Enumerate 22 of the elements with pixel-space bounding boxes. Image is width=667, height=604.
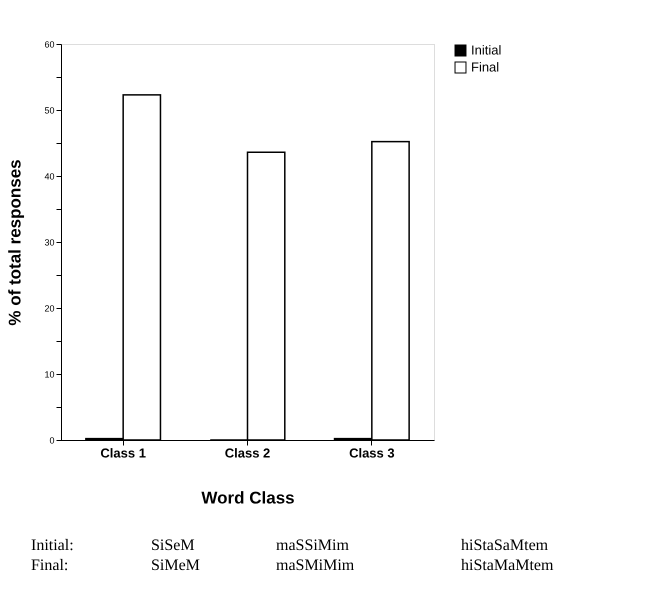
text: SiSeM [151,537,195,554]
y-tick-label: 50 [44,106,54,116]
text: hiStaMaMtem [461,557,554,574]
legend-label: Initial [471,42,502,58]
x-tick-label: Class 1 [100,446,146,460]
legend-label: Final [471,60,500,74]
text: hiStaSaMtem [461,537,549,554]
y-tick-label: 40 [44,172,54,182]
y-tick-label: 10 [44,370,54,380]
text: Initial: [31,537,74,554]
y-tick-label: 30 [44,238,54,248]
x-tick-label: Class 2 [224,446,270,460]
y-axis-title: % of total responses [5,159,24,326]
text: Final: [31,557,68,574]
y-tick-label: 0 [49,436,54,446]
text: maSMiMim [276,557,355,574]
x-axis-title: Word Class [201,488,295,508]
x-tick-label: Class 3 [349,446,395,460]
text: SiMeM [151,557,200,574]
text: maSSiMim [276,537,350,554]
y-tick-label: 60 [44,40,54,50]
y-tick-label: 20 [44,304,54,314]
